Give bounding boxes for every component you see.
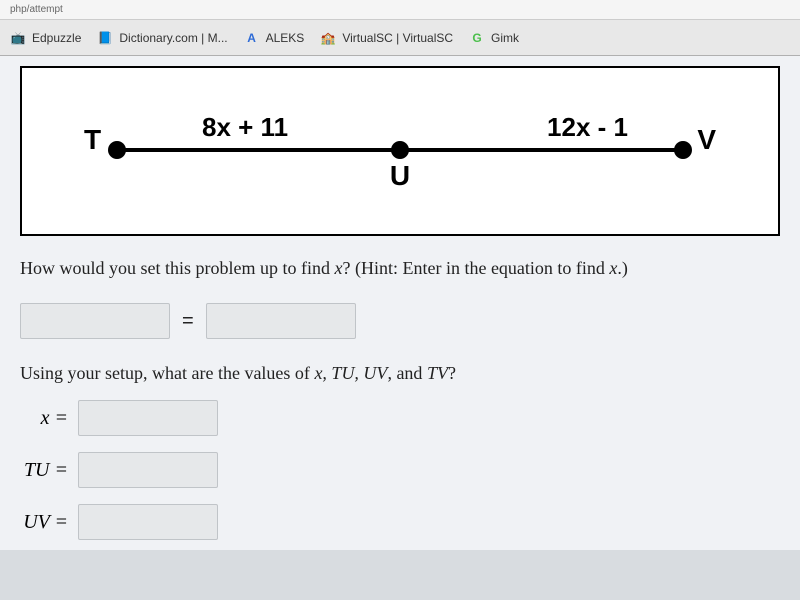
point-label-t: T	[84, 124, 101, 156]
point-label-v: V	[697, 124, 716, 156]
bookmark-gimkit[interactable]: G Gimk	[469, 30, 519, 46]
segment-diagram: T 8x + 11 12x - 1 V U	[20, 66, 780, 236]
dictionary-icon: 📘	[97, 30, 113, 46]
input-uv[interactable]	[78, 504, 218, 540]
bookmark-aleks[interactable]: A ALEKS	[244, 30, 305, 46]
bookmarks-bar: 📺 Edpuzzle 📘 Dictionary.com | M... A ALE…	[0, 20, 800, 56]
url-bar: php/attempt	[0, 0, 800, 20]
bookmark-dictionary[interactable]: 📘 Dictionary.com | M...	[97, 30, 227, 46]
point-u	[391, 141, 409, 159]
bookmark-edpuzzle[interactable]: 📺 Edpuzzle	[10, 30, 81, 46]
line-segment	[112, 148, 688, 152]
gimkit-icon: G	[469, 30, 485, 46]
equals-sign: =	[182, 310, 194, 333]
answer-row-uv: UV =	[20, 504, 780, 540]
label-uv: UV =	[20, 511, 68, 534]
aleks-icon: A	[244, 30, 260, 46]
virtualsc-icon: 🏫	[320, 30, 336, 46]
main-content: T 8x + 11 12x - 1 V U How would you set …	[0, 56, 800, 550]
label-tu: TU =	[20, 459, 68, 482]
bookmark-label: VirtualSC | VirtualSC	[342, 31, 453, 45]
segment-label-uv: 12x - 1	[547, 112, 628, 143]
equation-row: =	[20, 303, 780, 339]
bookmark-label: Edpuzzle	[32, 31, 81, 45]
input-tu[interactable]	[78, 452, 218, 488]
equation-rhs-input[interactable]	[206, 303, 356, 339]
point-v	[674, 141, 692, 159]
question-1: How would you set this problem up to fin…	[20, 256, 780, 281]
bookmark-label: ALEKS	[266, 31, 305, 45]
point-label-u: U	[390, 160, 410, 192]
bookmark-label: Dictionary.com | M...	[119, 31, 227, 45]
question-2: Using your setup, what are the values of…	[20, 363, 780, 384]
edpuzzle-icon: 📺	[10, 30, 26, 46]
segment-label-tu: 8x + 11	[202, 112, 288, 143]
bookmark-virtualsc[interactable]: 🏫 VirtualSC | VirtualSC	[320, 30, 453, 46]
point-t	[108, 141, 126, 159]
answer-row-x: x =	[20, 400, 780, 436]
bookmark-label: Gimk	[491, 31, 519, 45]
label-x: x =	[20, 407, 68, 430]
answer-row-tu: TU =	[20, 452, 780, 488]
input-x[interactable]	[78, 400, 218, 436]
equation-lhs-input[interactable]	[20, 303, 170, 339]
url-text: php/attempt	[10, 4, 63, 15]
